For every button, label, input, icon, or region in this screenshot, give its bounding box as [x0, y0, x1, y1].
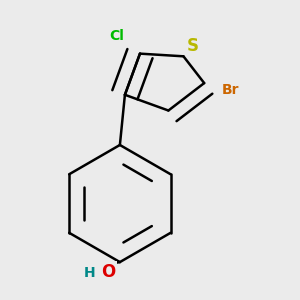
Text: Br: Br	[222, 83, 239, 98]
Text: Cl: Cl	[109, 28, 124, 43]
Text: H: H	[84, 266, 96, 280]
Text: O: O	[101, 263, 115, 281]
Text: S: S	[187, 37, 199, 55]
